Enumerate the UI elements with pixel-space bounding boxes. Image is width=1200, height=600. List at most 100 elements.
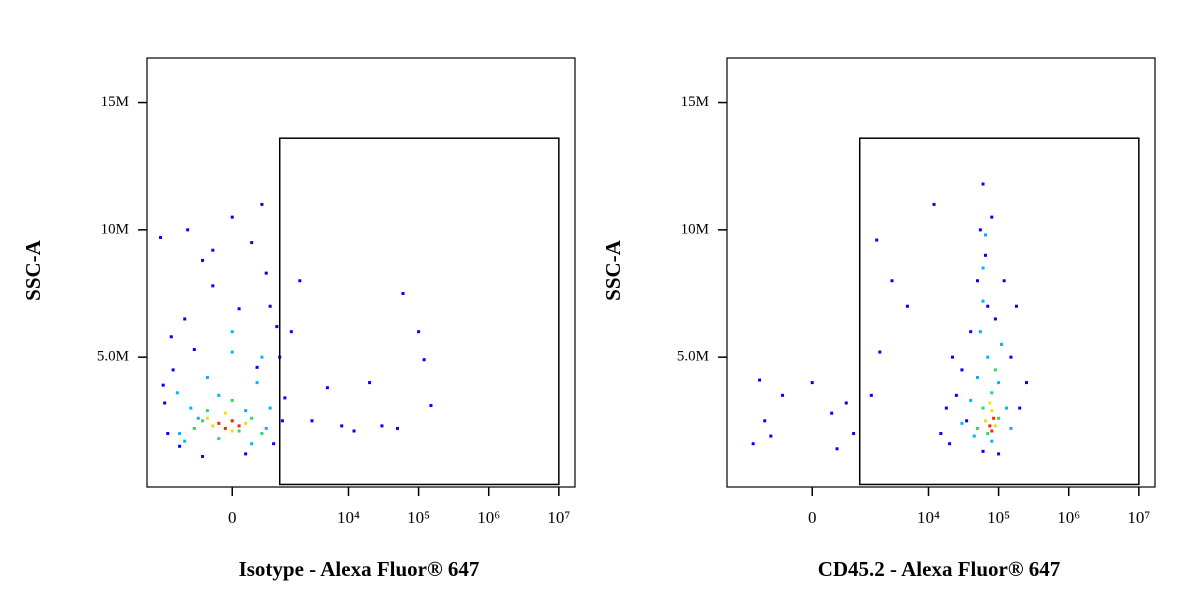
event-dot [997, 416, 1001, 420]
event-dot [175, 391, 179, 395]
event-dot [163, 401, 167, 405]
y-tick-label: 15M [681, 94, 709, 110]
event-dot [417, 330, 421, 334]
event-dot [201, 454, 205, 458]
event-dot [201, 419, 205, 423]
event-dot [260, 432, 264, 436]
event-dot [978, 228, 982, 232]
event-dot [990, 429, 994, 433]
event-dot [244, 409, 248, 413]
event-dot [237, 424, 241, 428]
event-dot [186, 228, 190, 232]
event-dot [275, 325, 279, 329]
event-dot [975, 426, 979, 430]
event-dot [244, 421, 248, 425]
event-dot [950, 355, 954, 359]
x-axis-label: Isotype - Alexa Fluor® 647 [239, 557, 480, 581]
event-dot [223, 426, 227, 430]
event-dot [422, 358, 426, 362]
event-dot [289, 330, 293, 334]
event-dot [990, 215, 994, 219]
event-dot [352, 429, 356, 433]
event-dot [211, 284, 215, 288]
event-dot [178, 444, 182, 448]
event-dot [178, 432, 182, 436]
event-dot [890, 279, 894, 283]
event-dot [250, 416, 254, 420]
x-tick-label: 0 [808, 508, 817, 527]
event-dot [171, 368, 175, 372]
event-dot [264, 426, 268, 430]
event-dot [993, 368, 997, 372]
y-axis-label: SSC-A [601, 239, 625, 301]
y-tick-label: 5.0M [677, 349, 709, 365]
event-dot [196, 416, 200, 420]
event-dot [1009, 355, 1013, 359]
y-tick-label: 10M [681, 221, 709, 237]
plot-frame [726, 57, 1156, 488]
x-tick-label: 10⁵ [987, 508, 1010, 527]
gate [858, 137, 1140, 486]
event-dot [988, 424, 992, 428]
event-dot [975, 279, 979, 283]
event-dot [268, 406, 272, 410]
event-dot [981, 266, 985, 270]
x-tick-label: 10⁴ [337, 508, 360, 527]
event-dot [169, 335, 173, 339]
event-dot [869, 393, 873, 397]
event-dot [183, 439, 187, 443]
event-dot [875, 238, 879, 242]
event-dot [905, 304, 909, 308]
x-tick-label: 10⁶ [477, 508, 500, 527]
event-dot [223, 411, 227, 415]
event-dot [751, 442, 755, 446]
event-dot [230, 419, 234, 423]
event-dot [230, 350, 234, 354]
event-dot [280, 419, 284, 423]
event-dot [255, 381, 259, 385]
event-dot [211, 424, 215, 428]
event-dot [981, 406, 985, 410]
event-dot [758, 378, 762, 382]
event-dot [217, 393, 221, 397]
event-dot [981, 299, 985, 303]
event-dot [217, 421, 221, 425]
event-dot [1009, 426, 1013, 430]
y-tick-label: 15M [101, 94, 129, 110]
event-dot [166, 432, 170, 436]
event-dot [990, 391, 994, 395]
event-dot [1002, 279, 1006, 283]
event-dot [230, 398, 234, 402]
y-tick-label: 10M [101, 221, 129, 237]
event-dot [237, 429, 241, 433]
event-dot [380, 424, 384, 428]
event-dot [986, 304, 990, 308]
event-dot [310, 419, 314, 423]
event-dot [986, 432, 990, 436]
event-dot [781, 393, 785, 397]
event-dot [948, 442, 952, 446]
event-dot [972, 434, 976, 438]
event-dot [244, 452, 248, 456]
event-dot [978, 330, 982, 334]
plot-frame [146, 57, 576, 488]
event-dot [981, 182, 985, 186]
event-dot [981, 449, 985, 453]
event-dot [230, 330, 234, 334]
event-dot [835, 447, 839, 451]
event-dot [260, 355, 264, 359]
event-dot [325, 386, 329, 390]
event-dot [969, 398, 973, 402]
event-dot [1005, 406, 1009, 410]
event-dot [983, 233, 987, 237]
event-dot [205, 416, 209, 420]
event-dot [999, 342, 1003, 346]
event-dot [192, 348, 196, 352]
event-dot [990, 409, 994, 413]
event-dot [1014, 304, 1018, 308]
event-dot [189, 406, 193, 410]
event-dot [368, 381, 372, 385]
gate [278, 137, 560, 486]
event-dot [975, 376, 979, 380]
